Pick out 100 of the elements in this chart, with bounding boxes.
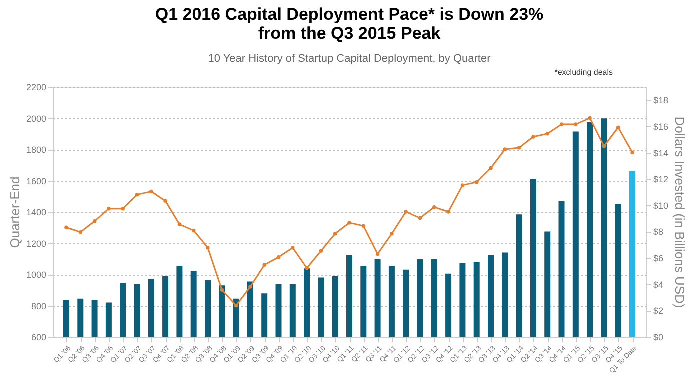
point [262,263,266,267]
point [291,246,295,250]
bar [247,282,254,337]
bar [388,266,395,337]
bar [403,270,410,337]
y-tick-label: 800 [31,301,46,312]
point [192,228,196,233]
chart-subtitle: 10 Year History of Startup Capital Deployment, by Quarter [208,53,492,65]
bar [276,284,282,337]
point [390,232,394,236]
bar [572,132,579,337]
y2-tick-label: $10 [654,200,669,211]
bar [530,179,536,337]
bar [474,262,480,337]
point [305,266,309,270]
point [474,180,479,184]
point [348,221,352,225]
y2-tick-label: $12 [654,174,669,185]
bar [516,214,522,337]
chart-title: Q1 2016 Capital Deployment Pace* is Down 23% from the Q3 2015 Peak [155,5,544,43]
point [220,288,224,292]
bar [346,255,352,337]
bar [332,276,338,337]
bar [630,171,636,337]
bar [488,255,494,337]
point [517,146,522,150]
bar [233,298,240,337]
bar [360,266,367,337]
point [588,116,592,120]
bar [601,118,608,337]
y-tick-label: 2200 [26,82,46,92]
point [276,255,281,260]
point [602,144,606,148]
point [574,122,578,126]
point [135,192,140,197]
y-tick-label: 600 [31,332,46,342]
y2-tick-label: $16 [654,122,669,132]
y-tick-label: 1200 [26,238,46,249]
point [92,220,97,224]
y2-tick-label: $6 [654,254,664,264]
bar [176,266,183,337]
point [319,249,324,253]
bar [460,263,466,337]
point [121,207,125,211]
point [404,210,408,214]
bar [92,300,98,337]
bar [162,276,169,337]
point [78,230,83,234]
bar [446,274,452,337]
point [206,246,210,250]
point [460,184,465,188]
point [418,216,422,220]
bar [558,201,565,337]
bar [417,259,424,337]
point [432,205,436,210]
bar [134,284,140,337]
point [234,304,238,308]
bar [120,283,126,337]
bar [262,294,268,337]
point [503,148,508,152]
bar [204,280,211,337]
y-tick-label: 1000 [26,270,46,280]
point [560,122,564,126]
y2-axis-title: Dollars Invested (in Billions USD) [672,116,688,308]
bar [502,252,508,337]
y-tick-label: 1600 [26,176,46,186]
point [446,210,450,214]
point [376,252,380,256]
point [150,190,154,194]
point [248,285,252,289]
point [546,132,550,136]
point [362,224,366,228]
bar [290,284,296,337]
y-tick-label: 2000 [26,114,46,124]
y2-tick-label: $4 [654,280,664,290]
bar [587,122,594,337]
y2-tick-label: $2 [654,306,664,316]
point [630,150,634,154]
point [532,135,536,139]
bar [106,302,112,337]
bar [78,298,84,337]
point [178,222,182,226]
bar [544,232,551,337]
bar [374,259,381,337]
y-axis-title: Quarter-End [7,176,22,248]
point [64,226,68,230]
y2-tick-label: $0 [654,332,664,342]
bar [318,278,324,337]
y-tick-label: 1800 [26,145,46,155]
bar [219,286,226,337]
bar [63,300,70,337]
bar [148,279,154,337]
point [333,232,338,236]
bar [190,271,197,337]
bar [304,268,310,337]
bar [431,259,438,337]
y2-tick-label: $18 [654,96,669,106]
bar [615,204,622,337]
text: *excluding deals [554,68,613,77]
y2-tick-label: $8 [654,227,664,238]
